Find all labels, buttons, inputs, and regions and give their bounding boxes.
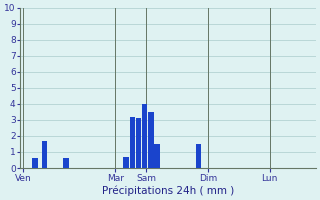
Bar: [142, 104, 148, 168]
Bar: [136, 118, 141, 168]
X-axis label: Précipitations 24h ( mm ): Précipitations 24h ( mm ): [102, 185, 234, 196]
Bar: [148, 112, 154, 168]
Bar: [196, 144, 202, 168]
Bar: [32, 158, 38, 168]
Bar: [42, 141, 47, 168]
Bar: [130, 117, 135, 168]
Bar: [124, 157, 129, 168]
Bar: [63, 158, 69, 168]
Bar: [154, 144, 160, 168]
